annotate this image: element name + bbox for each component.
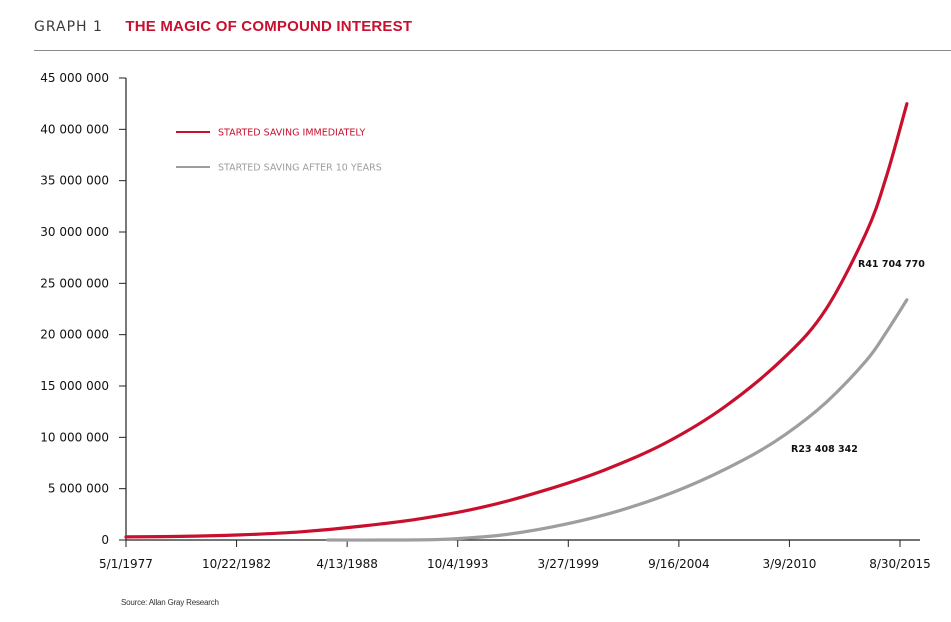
source-note: Source: Allan Gray Research [121,598,219,607]
chart-header: GRAPH 1 THE MAGIC OF COMPOUND INTEREST [34,18,412,40]
y-tick-label: 20 000 000 [40,328,109,342]
chart-annotations: R41 704 770 R23 408 342 [791,259,925,455]
x-tick-label: 3/27/1999 [538,557,600,571]
x-tick-label: 9/16/2004 [648,557,710,571]
legend-item-started-after-10-years-label: STARTED SAVING AFTER 10 YEARS [218,163,382,174]
chart-title: THE MAGIC OF COMPOUND INTEREST [125,18,413,35]
x-tick-label: 5/1/1977 [99,557,153,571]
end-value-label-after-10-years: R23 408 342 [791,444,858,455]
y-tick-label: 30 000 000 [40,225,109,239]
y-tick-label: 5 000 000 [48,482,109,496]
x-tick-label: 10/4/1993 [427,557,489,571]
y-tick-label: 45 000 000 [40,71,109,85]
y-tick-label: 35 000 000 [40,174,109,188]
series-line-started-immediately [124,102,909,539]
x-tick-label: 4/13/1988 [316,557,378,571]
legend-item-started-immediately-label: STARTED SAVING IMMEDIATELY [218,128,365,139]
x-tick-label: 8/30/2015 [869,557,931,571]
y-tick-label: 25 000 000 [40,276,109,290]
chart-axes: 0 5 000 000 10 000 000 15 000 000 20 000 000… [40,71,930,571]
y-tick-label: 15 000 000 [40,379,109,393]
x-tick-label: 3/9/2010 [762,557,816,571]
series-line-started-after-10-years [326,298,909,542]
x-tick-label: 10/22/1982 [202,557,271,571]
end-value-label-immediately: R41 704 770 [858,259,925,270]
series-layer [124,102,909,542]
chart-legend: STARTED SAVING IMMEDIATELY STARTED SAVING… [176,128,382,174]
y-tick-label: 40 000 000 [40,122,109,136]
y-tick-label: 0 [101,533,109,547]
header-divider [34,50,951,51]
graph-number-label: GRAPH 1 [34,19,103,35]
y-tick-label: 10 000 000 [40,430,109,444]
